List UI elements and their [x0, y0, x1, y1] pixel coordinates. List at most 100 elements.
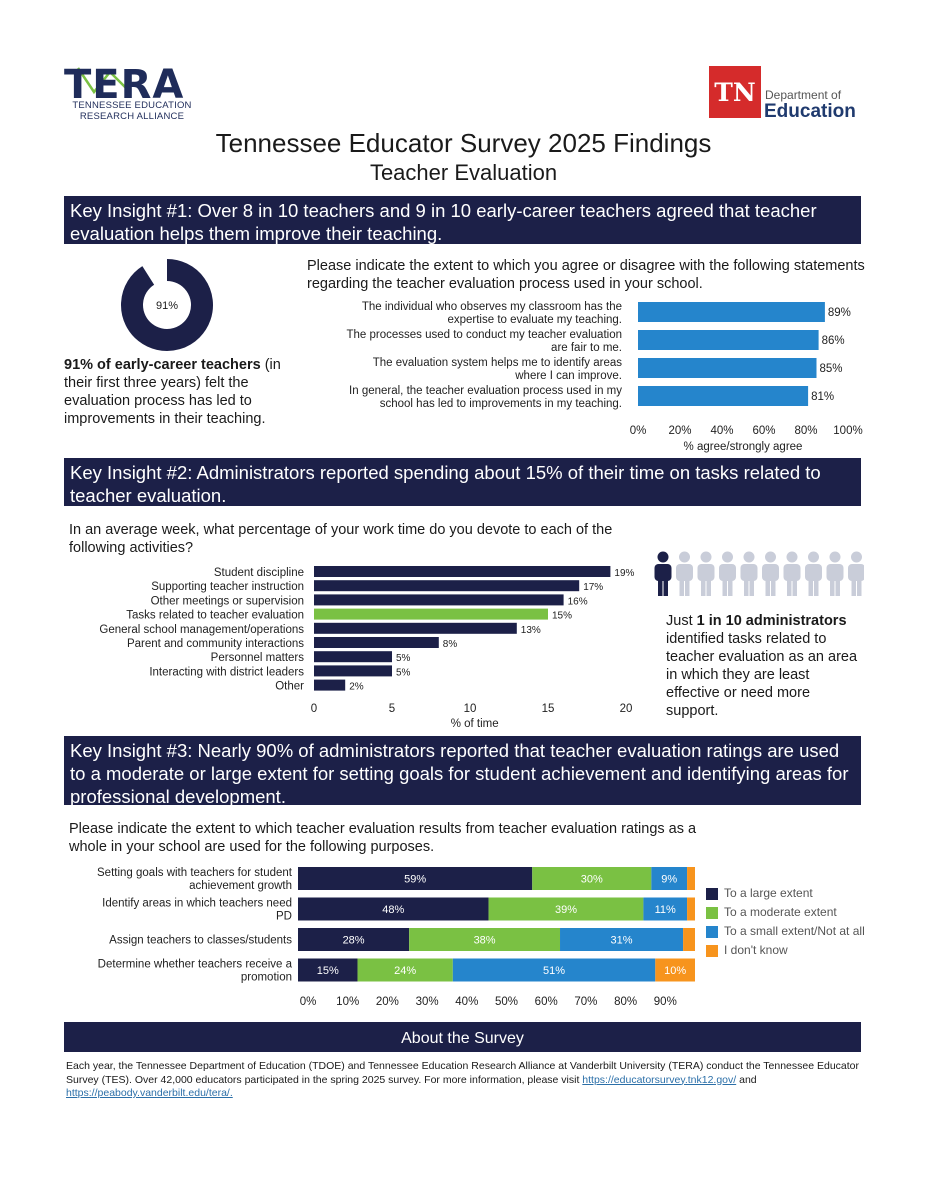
insight1-question: Please indicate the extent to which you … [307, 258, 865, 292]
page-title: Tennessee Educator Survey 2025 Findings [215, 128, 712, 158]
chart2-bar [314, 622, 517, 634]
tera-logo-word: TERA [64, 62, 185, 108]
chart2-category-label: Interacting with district leaders [149, 666, 304, 678]
person-icon [676, 551, 693, 596]
chart3-segment [488, 897, 644, 921]
page-subtitle: Teacher Evaluation [369, 160, 558, 185]
legend-swatch [706, 888, 718, 900]
chart1-bar [638, 302, 825, 322]
chart3-segment [409, 928, 561, 951]
people-icon-row [654, 551, 864, 596]
chart1-category-label: The individual who observes my classroom… [362, 301, 622, 326]
chart2-bar [314, 594, 564, 606]
chart3-segment-label: 38% [474, 935, 496, 947]
tn-logo-dept: Department of [765, 88, 842, 102]
chart2-tick-label: 20 [620, 703, 633, 715]
chart3-category-label: Identify areas in which teachers need PD [102, 898, 292, 923]
chart3-segment [298, 897, 489, 921]
chart3-tick-label: 50% [495, 996, 518, 1008]
callout-text: (in their first three years) felt the ev… [64, 357, 281, 427]
chart3-segment-label: 10% [664, 965, 686, 977]
chart1-tick-label: 0% [630, 425, 647, 437]
time-allocation-bar-chart: Student discipline 19% Supporting teacher … [99, 566, 635, 730]
educator-survey-link[interactable]: https://educatorsurvey.tnk12.gov/ [582, 1073, 737, 1086]
chart3-segment-label: 11% [655, 904, 676, 916]
chart3-category-label: Assign teachers to classes/students [109, 935, 292, 947]
legend-label: I don't know [724, 943, 788, 957]
chart2-category-label: Other [275, 681, 304, 693]
tera-link[interactable]: https://peabody.vanderbilt.edu/tera/. [66, 1087, 233, 1099]
chart3-segment [643, 897, 688, 921]
legend-swatch [706, 907, 718, 919]
chart3-category-label: Determine whether teachers receive a prom… [98, 959, 293, 984]
chart2-value-label: 17% [583, 582, 603, 593]
administrators-callout: Just 1 in 10 administrators identified t… [666, 613, 858, 719]
chart3-segment-label: 48% [382, 904, 404, 916]
chart3-category-label: Setting goals with teachers for student a… [97, 867, 293, 892]
chart3-tick-label: 80% [614, 996, 637, 1008]
chart3-tick-label: 0% [300, 996, 317, 1008]
chart2-category-label: Other meetings or supervision [151, 595, 304, 607]
chart1-value-label: 86% [822, 335, 845, 347]
chart1-bar [638, 358, 817, 378]
person-icon [783, 551, 801, 596]
key-insight-3-banner: Key Insight #3: Nearly 90% of administra… [64, 736, 861, 807]
chart3-tick-label: 90% [654, 996, 677, 1008]
chart2-bar [314, 679, 346, 691]
person-icon [719, 551, 736, 596]
chart1-x-axis-label: % agree/strongly agree [684, 441, 803, 453]
chart2-category-label: Parent and community interactions [127, 638, 304, 650]
person-icon [740, 551, 758, 596]
chart1-tick-label: 60% [752, 425, 775, 437]
chart3-segment [651, 867, 688, 890]
chart3-segment [683, 928, 695, 951]
chart1-tick-label: 20% [668, 425, 691, 437]
legend-item: To a large extent [706, 885, 876, 904]
chart3-segment [655, 958, 695, 982]
key-insight-1-banner: Key Insight #1: Over 8 in 10 teachers an… [64, 196, 861, 244]
chart3-segment [687, 867, 695, 890]
legend-swatch [706, 945, 718, 957]
person-icon [848, 551, 864, 596]
early-career-donut-chart: 91% [121, 259, 213, 351]
person-icon [697, 551, 715, 596]
chart3-segment-label: 39% [555, 904, 577, 916]
chart2-category-label: Tasks related to teacher evaluation [126, 610, 304, 622]
person-icon [826, 551, 844, 596]
tn-logo-mark: TN [709, 66, 761, 118]
chart3-segment-label: 31% [611, 935, 633, 947]
chart2-tick-label: 15 [542, 703, 555, 715]
insight2-question: In an average week, what percentage of y… [69, 522, 613, 556]
chart3-segment-label: 9% [661, 874, 677, 886]
chart2-value-label: 16% [568, 596, 588, 607]
legend-label: To a large extent [724, 886, 813, 900]
chart1-category-label: The processes used to conduct my teacher… [346, 329, 622, 354]
chart3-tick-label: 20% [376, 996, 399, 1008]
chart2-value-label: 15% [552, 611, 572, 622]
chart2-tick-label: 10 [464, 703, 477, 715]
chart1-value-label: 85% [820, 363, 843, 375]
chart2-tick-label: 5 [389, 703, 395, 715]
tn-logo-education: Education [764, 101, 856, 122]
chart3-segment-label: 15% [317, 965, 339, 977]
chart2-x-axis-label: % of time [451, 718, 499, 730]
chart1-bar [638, 386, 809, 406]
person-icon [805, 551, 822, 596]
chart3-tick-label: 30% [416, 996, 439, 1008]
donut-value-arc [121, 259, 213, 351]
legend-item: I don't know [706, 942, 876, 961]
legend-item: To a moderate extent [706, 904, 876, 923]
chart2-tick-label: 0 [311, 703, 317, 715]
insight3-question: Please indicate the extent to which teac… [69, 821, 697, 855]
chart3-tick-label: 40% [455, 996, 478, 1008]
legend-label: To a moderate extent [724, 905, 837, 919]
chart2-bar [314, 651, 392, 663]
chart2-value-label: 2% [349, 682, 364, 693]
donut-value-label: 91% [156, 300, 178, 312]
callout-bold-admins: 1 in 10 administrators [696, 613, 847, 629]
chart1-tick-label: 40% [710, 425, 733, 437]
chart2-bar [314, 665, 392, 677]
about-survey-text: Each year, the Tennessee Department of E… [66, 1060, 860, 1099]
person-icon [762, 551, 779, 596]
chart2-value-label: 8% [443, 639, 458, 650]
